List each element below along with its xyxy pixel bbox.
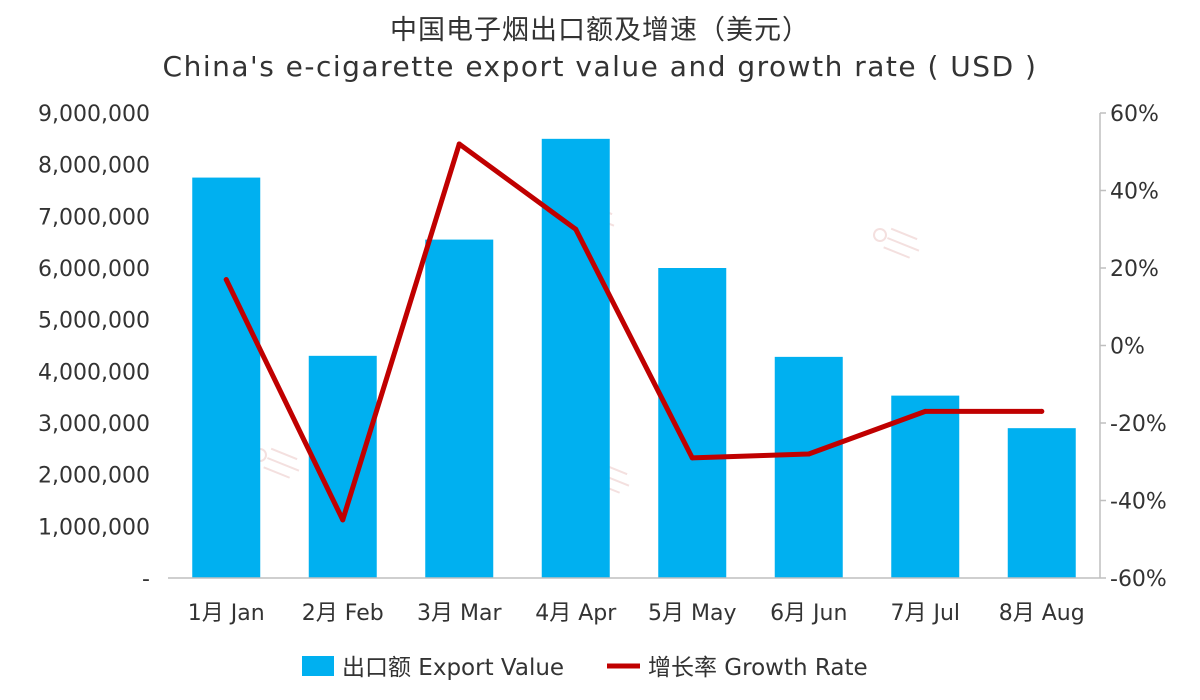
chart-title-english: China's e-cigarette export value and gro… <box>162 50 1038 83</box>
bar-2 <box>308 355 377 578</box>
axes: - 1,000,000 2,000,000 3,000,000 4,000,000 5,0… <box>38 102 1167 626</box>
legend: 出口额 Export Value 增长率 Growth Rate <box>302 655 868 681</box>
legend-label-export-value: 出口额 Export Value <box>342 655 564 681</box>
growth-rate-point-8 <box>1039 408 1045 414</box>
y-left-tick-label: 1,000,000 <box>38 515 150 540</box>
y-left-tick-label: 2,000,000 <box>38 464 150 489</box>
y-right-tick-label: 60% <box>1110 102 1159 127</box>
bar-6 <box>774 356 843 578</box>
x-tick-label: 2月 Feb <box>302 601 384 626</box>
y-left-tick-label: 3,000,000 <box>38 412 150 437</box>
bar-4 <box>541 138 610 579</box>
growth-rate-line <box>223 141 1045 523</box>
bar-series <box>192 138 1076 579</box>
watermark-dot <box>873 228 887 242</box>
y-right-tick-label: -40% <box>1110 490 1167 515</box>
y-left-tick-label: 6,000,000 <box>38 257 150 282</box>
y-right-tick-label: 0% <box>1110 335 1145 360</box>
line-series <box>223 141 1045 523</box>
chart-title-chinese: 中国电子烟出口额及增速（美元） <box>390 15 810 46</box>
x-tick-label: 1月 Jan <box>188 601 265 626</box>
x-tick-label: 8月 Aug <box>999 601 1085 626</box>
y-right-tick-label: -20% <box>1110 412 1167 437</box>
y-right-tick-label: -60% <box>1110 567 1167 592</box>
watermark-stroke <box>263 466 291 479</box>
x-tick-label: 5月 May <box>648 601 736 626</box>
watermark-stroke <box>887 237 920 252</box>
watermark-stroke <box>890 227 918 241</box>
bar-1 <box>192 177 261 579</box>
bar-5 <box>658 268 727 578</box>
growth-rate-point-5 <box>689 455 695 461</box>
y-left-tick-label: 5,000,000 <box>38 309 150 334</box>
bar-7 <box>891 395 960 578</box>
x-tick-label: 7月 Jul <box>890 601 960 626</box>
y-right-tick-label: 40% <box>1110 180 1159 205</box>
watermark-mark <box>873 227 920 259</box>
growth-rate-point-1 <box>223 277 229 283</box>
bar-3 <box>425 239 494 579</box>
bar-8 <box>1007 428 1076 578</box>
x-tick-label: 4月 Apr <box>535 601 617 626</box>
y-left-tick-label: 4,000,000 <box>38 360 150 385</box>
growth-rate-point-4 <box>573 226 579 232</box>
legend-label-growth-rate: 增长率 Growth Rate <box>648 655 868 681</box>
growth-rate-point-3 <box>456 141 462 147</box>
watermark-stroke <box>267 457 300 472</box>
y-left-tick-label: 9,000,000 <box>38 102 150 127</box>
y-left-tick-label: - <box>142 567 150 592</box>
y-left-tick-label: 8,000,000 <box>38 154 150 179</box>
y-right-tick-label: 20% <box>1110 257 1159 282</box>
x-tick-label: 6月 Jun <box>770 601 847 626</box>
legend-swatch-export-value <box>302 656 334 676</box>
x-tick-label: 3月 Mar <box>417 601 502 626</box>
growth-rate-point-6 <box>806 451 812 457</box>
y-left-tick-label: 7,000,000 <box>38 205 150 230</box>
watermark-stroke <box>883 246 911 259</box>
watermark-stroke <box>270 447 298 461</box>
growth-rate-point-2 <box>340 517 346 523</box>
growth-rate-point-7 <box>922 408 928 414</box>
